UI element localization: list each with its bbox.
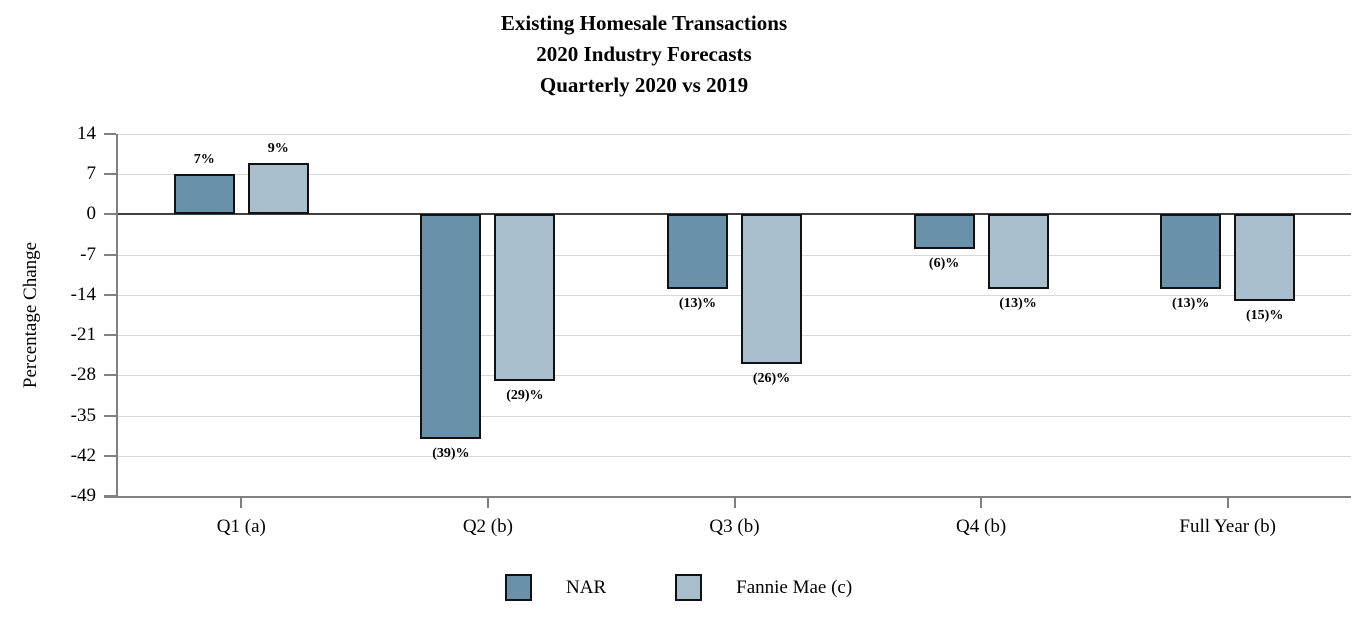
legend-item-fannie-mae-c: Fannie Mae (c)	[675, 574, 852, 601]
y-tick-label: 0	[86, 203, 97, 225]
y-axis-tick	[104, 213, 116, 216]
x-category-label-q3-b: Q3 (b)	[709, 516, 760, 537]
gridline	[118, 174, 1351, 176]
bar-fannie-mae-c-q3-b	[741, 214, 802, 364]
bar-value-label: (29)%	[506, 388, 544, 404]
legend-label-nar: NAR	[566, 576, 607, 598]
bar-nar-full-year-b	[1160, 214, 1222, 290]
plot-area: 14 7 0 -7 -14 -21 -28 -35 -42 -49 Q1 (a) Q2 (b) Q3 (…	[71, 123, 1351, 537]
x-axis-tick	[980, 496, 983, 508]
x-axis-tick	[486, 496, 489, 508]
bar-fannie-mae-c-full-year-b	[1234, 214, 1296, 301]
x-axis-line	[104, 496, 1351, 498]
bar-value-label: (13)%	[1172, 296, 1210, 312]
y-axis-tick	[104, 293, 116, 296]
bar-value-label: 9%	[267, 140, 289, 156]
bar-value-label: (26)%	[752, 370, 791, 386]
y-tick-label: -7	[80, 243, 96, 265]
bar-value-label: (15)%	[1246, 307, 1284, 323]
y-axis-tick	[104, 334, 116, 337]
y-axis-tick	[104, 173, 116, 176]
bar-nar-q2-b	[420, 214, 482, 439]
y-axis-line	[116, 134, 118, 496]
chart-title-line-1: Existing Homesale Transactions	[500, 11, 788, 35]
chart-title: Existing Homesale Transactions 2020 Indu…	[0, 8, 1288, 101]
bar-value-label: (6)%	[928, 255, 960, 271]
x-category-label-q4-b: Q4 (b)	[956, 516, 1007, 537]
legend-swatch-fannie-mae-c	[675, 574, 703, 601]
y-axis-tick	[104, 253, 116, 256]
y-axis-tick	[104, 454, 116, 457]
gridline	[118, 375, 1351, 377]
y-tick-label: -14	[70, 283, 96, 305]
y-tick-label: -21	[70, 324, 96, 346]
bar-value-label: 7%	[193, 152, 215, 168]
y-axis-tick	[104, 374, 116, 377]
legend-swatch-nar	[505, 574, 532, 601]
bar-fannie-mae-c-q1-a	[247, 162, 309, 215]
gridline	[118, 134, 1351, 135]
bar-nar-q1-a	[173, 174, 235, 215]
bar-fannie-mae-c-q4-b	[987, 214, 1049, 290]
x-axis-tick	[1226, 496, 1229, 508]
x-axis-tick	[733, 496, 736, 508]
zero-line	[118, 213, 1351, 216]
gridline	[118, 335, 1351, 337]
gridline	[118, 294, 1351, 296]
y-tick-label: -49	[70, 485, 96, 506]
gridline	[118, 415, 1351, 417]
y-tick-label: -35	[70, 404, 96, 426]
bar-nar-q3-b	[667, 214, 728, 290]
y-tick-label: -42	[70, 444, 96, 466]
bar-fannie-mae-c-q2-b	[494, 214, 556, 382]
legend: NAR Fannie Mae (c)	[505, 574, 921, 601]
y-tick-label: -28	[70, 364, 96, 386]
x-category-label-q2-b: Q2 (b)	[462, 516, 513, 537]
y-tick-label: 7	[86, 163, 97, 185]
bar-value-label: (13)%	[999, 296, 1037, 312]
legend-label-fannie-mae-c: Fannie Mae (c)	[736, 576, 853, 598]
gridline	[118, 455, 1351, 457]
y-tick-label: 14	[77, 123, 96, 144]
chart-title-line-2: 2020 Industry Forecasts	[536, 42, 752, 66]
bar-nar-q4-b	[913, 214, 975, 249]
bar-value-label: (13)%	[678, 296, 717, 312]
bar-value-label: (39)%	[432, 445, 470, 461]
y-axis-tick	[104, 414, 116, 417]
x-axis-tick	[240, 496, 243, 508]
chart-title-line-3: Quarterly 2020 vs 2019	[539, 73, 749, 97]
legend-item-nar: NAR	[505, 574, 606, 601]
x-category-label-full-year-b: Full Year (b)	[1179, 516, 1276, 537]
x-category-label-q1-a: Q1 (a)	[216, 516, 266, 537]
gridline	[118, 254, 1351, 256]
y-axis-tick	[104, 133, 116, 135]
